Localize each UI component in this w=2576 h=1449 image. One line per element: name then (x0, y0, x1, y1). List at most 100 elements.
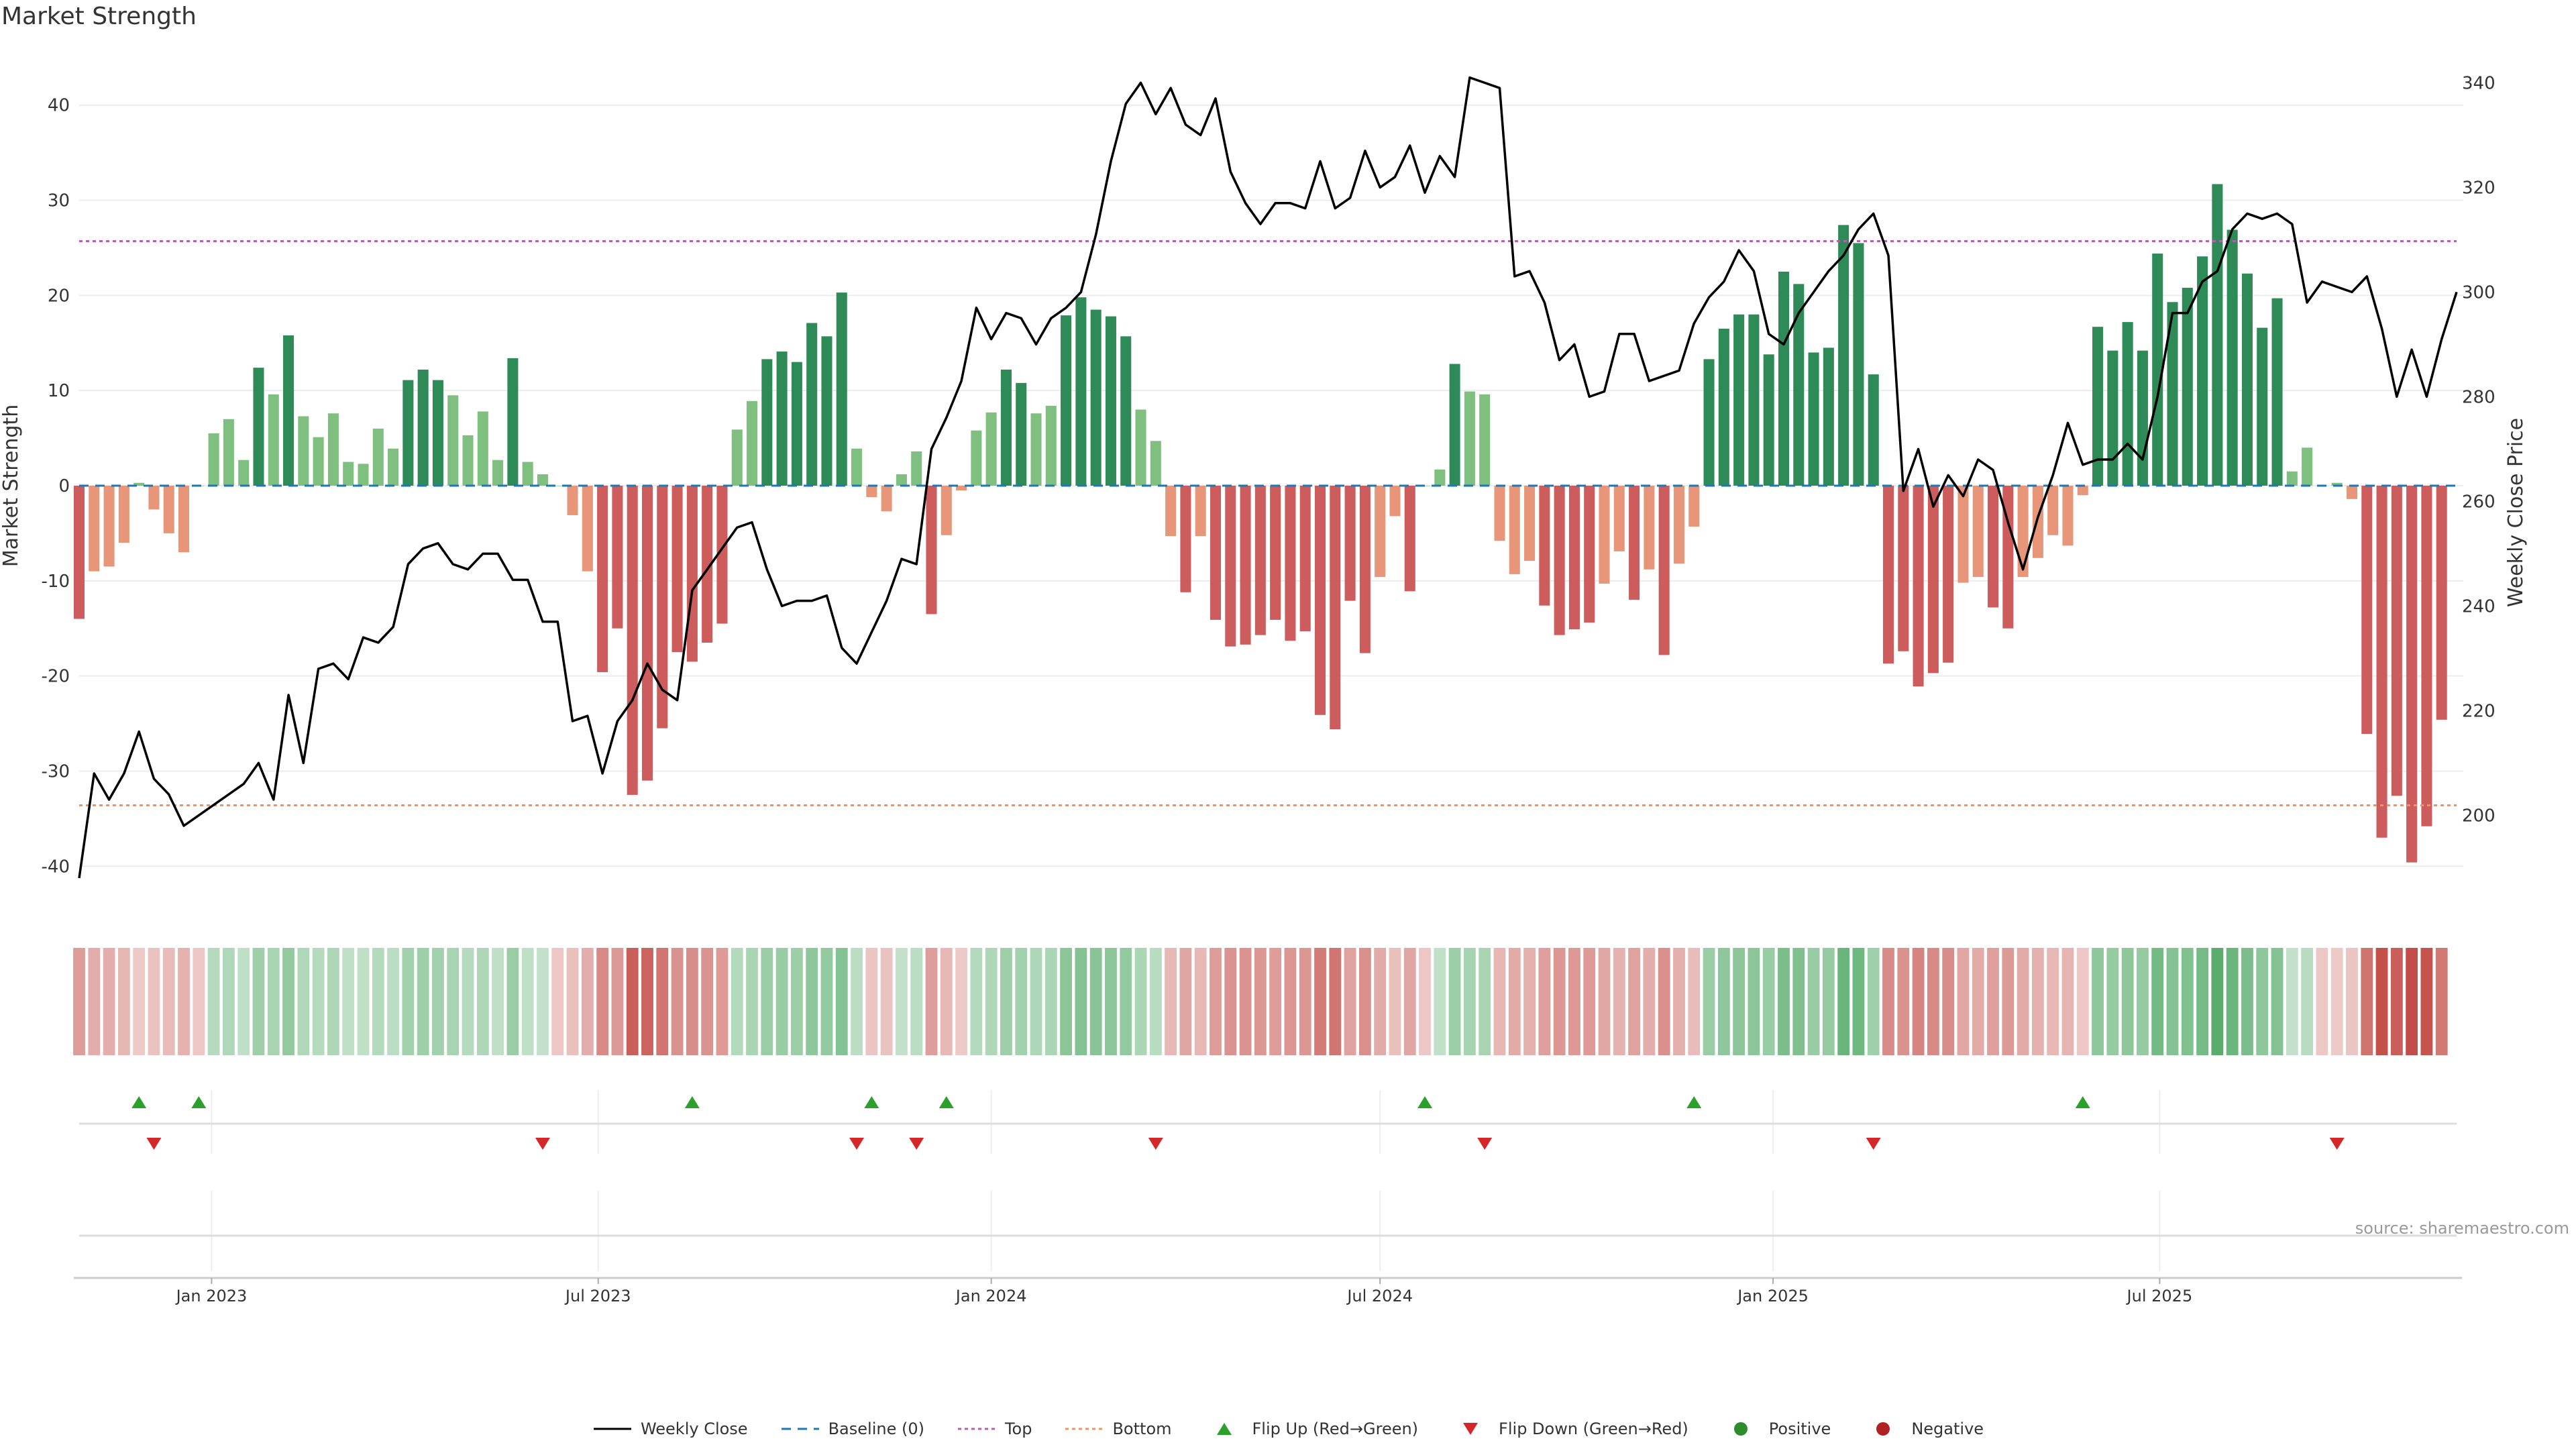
y-tick-label: -30 (42, 761, 70, 782)
strength-bar (1016, 382, 1027, 486)
heat-cell (596, 948, 609, 1055)
strength-bar (2391, 486, 2402, 796)
strength-bar (1240, 486, 1251, 645)
y2-axis-title: Weekly Close Price (2504, 418, 2528, 607)
strength-bar (731, 429, 743, 486)
heat-cell (1703, 948, 1715, 1055)
legend-label: Top (1004, 1419, 1032, 1438)
strength-bar (178, 486, 190, 553)
legend-item: Bottom (1064, 1419, 1172, 1438)
heat-cell (1733, 948, 1746, 1055)
strength-bar (1210, 486, 1222, 620)
heat-cell (1239, 948, 1252, 1055)
heat-cell (851, 948, 863, 1055)
heat-cell (925, 948, 938, 1055)
strength-bar (1927, 486, 1939, 674)
strength-bar (148, 486, 160, 510)
strength-bar (1913, 486, 1924, 687)
heat-cell (207, 948, 220, 1055)
strength-bar (1703, 359, 1715, 486)
legend-item: Weekly Close (592, 1419, 748, 1438)
strength-bar (1584, 486, 1595, 623)
strength-bar (1808, 352, 1819, 486)
heat-cell (193, 948, 205, 1055)
legend-item: Top (957, 1419, 1032, 1438)
strength-bar (89, 486, 100, 572)
heat-cell (1538, 948, 1551, 1055)
heat-cell (372, 948, 384, 1055)
flip-down-marker (909, 1138, 924, 1150)
flip-up-marker (2075, 1096, 2090, 1108)
strength-bar (911, 451, 922, 486)
strength-bar (238, 460, 250, 486)
heat-cell (1089, 948, 1102, 1055)
strength-bar (2002, 486, 2014, 629)
strength-bar (612, 486, 623, 629)
heat-cell (1717, 948, 1730, 1055)
heat-cell (1120, 948, 1132, 1055)
strength-bar (2376, 486, 2387, 838)
y2-tick-label: 200 (2462, 806, 2496, 826)
y-tick-label: 20 (48, 286, 70, 306)
heat-cell (1762, 948, 1775, 1055)
heat-cell (1493, 948, 1506, 1055)
strength-bar (1868, 374, 1879, 486)
heat-cell (1329, 948, 1342, 1055)
heat-cell (1927, 948, 1939, 1055)
strength-bar (641, 486, 653, 781)
strength-bar (2286, 471, 2298, 486)
flip-down-marker (2329, 1138, 2345, 1150)
flip-up-marker (131, 1096, 147, 1108)
heat-cell (1075, 948, 1087, 1055)
strength-bar (776, 352, 788, 486)
heat-cell (2330, 948, 2343, 1055)
heat-cell (806, 948, 818, 1055)
flip-up-marker (1686, 1096, 1702, 1108)
strength-bar (2092, 327, 2104, 486)
y-tick-label: -40 (42, 857, 70, 877)
strength-bar (2436, 486, 2447, 720)
heat-cell (506, 948, 519, 1055)
strength-bar (2017, 486, 2029, 578)
strength-bar (1479, 394, 1491, 486)
strength-bar (1494, 486, 1505, 541)
strength-bar (1330, 486, 1341, 730)
legend-label: Bottom (1112, 1419, 1172, 1438)
heat-cell (327, 948, 339, 1055)
strength-bar (926, 486, 937, 614)
strength-bar (2421, 486, 2432, 826)
legend-label: Baseline (0) (828, 1419, 924, 1438)
weekly-close-line (78, 76, 2458, 879)
strength-bar (133, 482, 145, 486)
strength-bar (2302, 447, 2313, 486)
heat-cell (1105, 948, 1117, 1055)
heat-cell (1314, 948, 1326, 1055)
strength-bar (1270, 486, 1281, 620)
heat-cell (312, 948, 325, 1055)
heat-cell (1957, 948, 1970, 1055)
heat-cell (1210, 948, 1222, 1055)
strength-bar (268, 394, 279, 486)
strength-bar (2107, 350, 2118, 486)
y2-tick-label: 320 (2462, 178, 2496, 198)
heat-cell (1792, 948, 1805, 1055)
strength-bar (73, 486, 85, 619)
x-tick-label: Jul 2024 (1346, 1287, 1413, 1305)
flip-down-marker (146, 1138, 162, 1150)
heat-cell (1134, 948, 1147, 1055)
strength-bar (1000, 369, 1012, 486)
strength-bar (1344, 486, 1356, 601)
strength-bar (657, 486, 668, 729)
strength-bar (118, 486, 129, 543)
heat-cell (1030, 948, 1042, 1055)
strength-bar (2226, 229, 2238, 486)
strength-bar (1644, 486, 1655, 570)
flip-up-marker (191, 1096, 207, 1108)
heat-cell (1882, 948, 1894, 1055)
strength-bar (1718, 329, 1729, 486)
legend-swatch (1463, 1423, 1479, 1435)
y2-tick-label: 220 (2462, 701, 2496, 721)
heat-cell (2361, 948, 2373, 1055)
heat-cell (1194, 948, 1207, 1055)
heat-cell (1015, 948, 1028, 1055)
